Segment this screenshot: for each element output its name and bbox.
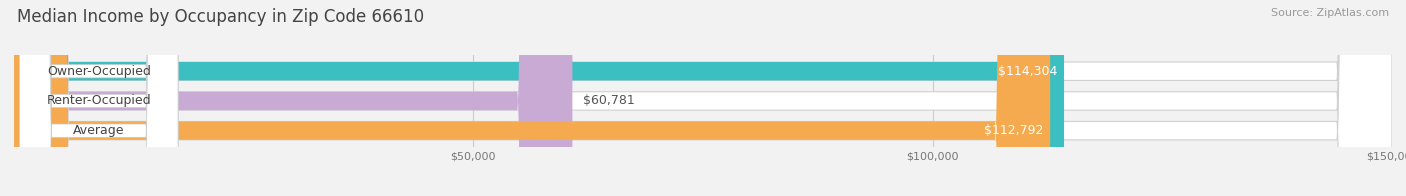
FancyBboxPatch shape	[14, 0, 1392, 196]
FancyBboxPatch shape	[14, 0, 1392, 196]
Text: $60,781: $60,781	[583, 94, 636, 107]
Text: Median Income by Occupancy in Zip Code 66610: Median Income by Occupancy in Zip Code 6…	[17, 8, 425, 26]
Text: Average: Average	[73, 124, 125, 137]
Text: Renter-Occupied: Renter-Occupied	[46, 94, 150, 107]
FancyBboxPatch shape	[14, 0, 572, 196]
FancyBboxPatch shape	[14, 0, 1392, 196]
Text: $114,304: $114,304	[998, 65, 1057, 78]
Text: Owner-Occupied: Owner-Occupied	[46, 65, 150, 78]
Text: Source: ZipAtlas.com: Source: ZipAtlas.com	[1271, 8, 1389, 18]
FancyBboxPatch shape	[20, 0, 179, 196]
FancyBboxPatch shape	[20, 0, 179, 196]
Text: $112,792: $112,792	[984, 124, 1043, 137]
FancyBboxPatch shape	[14, 0, 1050, 196]
FancyBboxPatch shape	[20, 0, 179, 196]
FancyBboxPatch shape	[14, 0, 1064, 196]
